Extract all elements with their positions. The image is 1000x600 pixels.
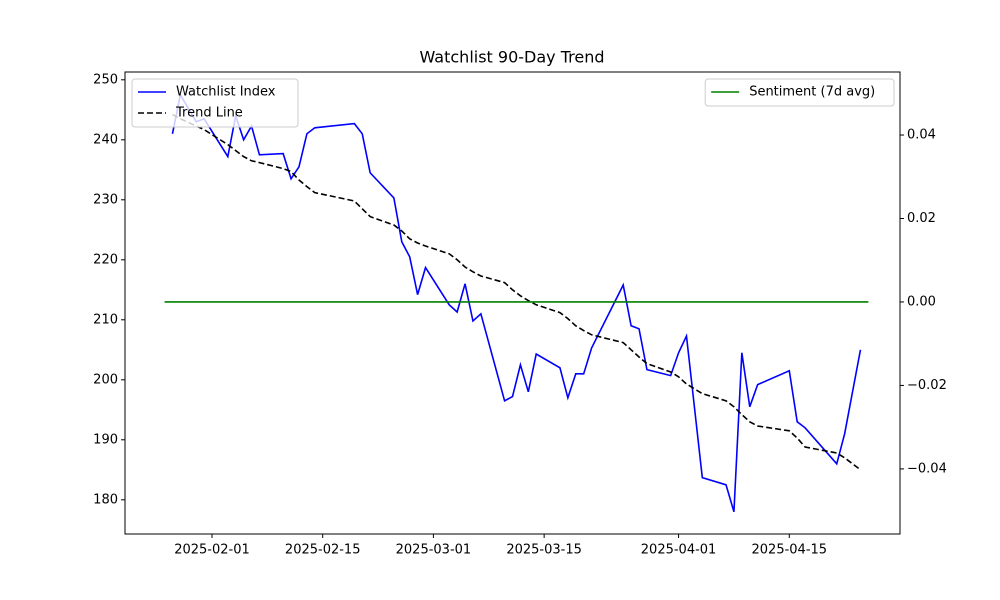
y2-tick-label: 0.02 <box>907 211 936 226</box>
y-tick-label: 210 <box>93 312 118 327</box>
y-tick-label: 220 <box>93 252 118 267</box>
x-tick-label: 2025-04-01 <box>641 543 717 558</box>
chart-title: Watchlist 90-Day Trend <box>420 48 605 67</box>
plot-frame <box>124 71 901 535</box>
legend-label: Trend Line <box>175 106 243 121</box>
y-tick-label: 180 <box>93 492 118 507</box>
series-line <box>172 113 861 471</box>
x-tick-label: 2025-03-01 <box>396 543 472 558</box>
x-tick-label: 2025-04-15 <box>752 543 828 558</box>
y2-tick-label: 0.00 <box>907 294 936 309</box>
legend-label: Sentiment (7d avg) <box>749 85 875 100</box>
legend-label: Watchlist Index <box>176 85 276 100</box>
y2-tick-label: 0.04 <box>907 128 936 143</box>
x-tick-label: 2025-03-15 <box>506 543 582 558</box>
y-tick-label: 250 <box>93 72 118 87</box>
legend-box <box>131 78 299 128</box>
y-tick-label: 190 <box>93 432 118 447</box>
legend-box <box>704 78 895 107</box>
y2-tick-label: −0.04 <box>907 461 947 476</box>
x-tick-label: 2025-02-01 <box>174 543 250 558</box>
x-tick-label: 2025-02-15 <box>285 543 361 558</box>
y-tick-label: 200 <box>93 372 118 387</box>
legend: Watchlist Index Trend Line <box>131 78 299 128</box>
y-tick-label: 230 <box>93 192 118 207</box>
y2-tick-label: −0.02 <box>907 378 947 393</box>
series-line <box>171 92 862 513</box>
y-tick-label: 240 <box>93 132 118 147</box>
legend: Sentiment (7d avg) <box>704 78 895 107</box>
